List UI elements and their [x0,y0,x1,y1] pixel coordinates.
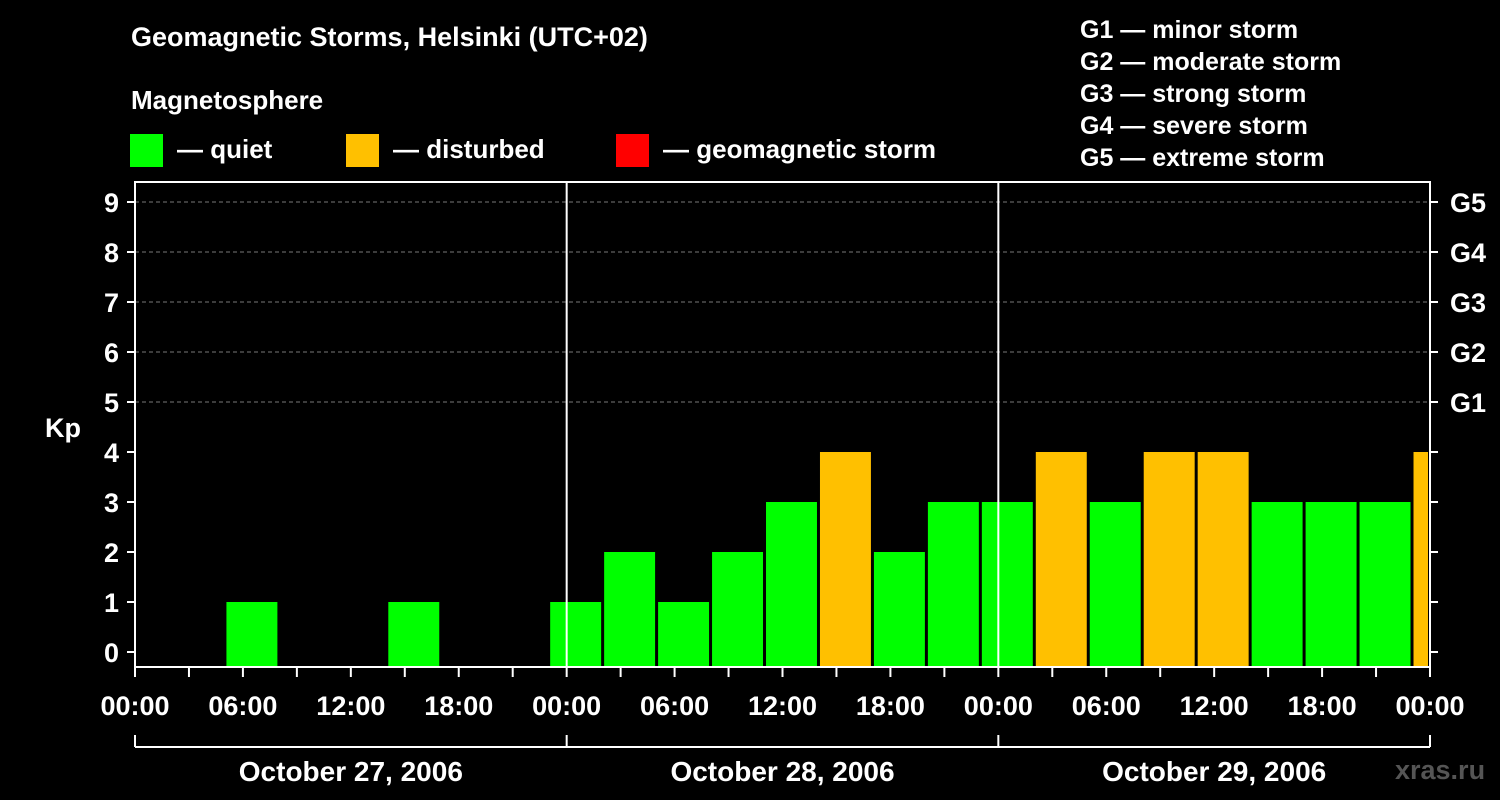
kp-bar-21 [1305,502,1357,667]
storm-legend-label: — geomagnetic storm [663,134,937,164]
x-tick-label-4: 00:00 [532,691,601,721]
g5-legend-item: G5 — extreme storm [1080,144,1325,172]
g1-legend-item: G1 — minor storm [1080,16,1299,44]
y-tick-label-4: 4 [104,438,119,468]
x-tick-label-6: 12:00 [748,691,817,721]
x-tick-label-3: 18:00 [424,691,493,721]
x-tick-label-9: 06:00 [1072,691,1141,721]
g-scale-legend: G1 — minor storm G2 — moderate storm G3 … [1080,14,1341,174]
kp-bar-13 [873,552,925,667]
x-tick-label-11: 18:00 [1288,691,1357,721]
quiet-legend-label: — quiet [177,134,273,164]
day-label-0: October 27, 2006 [239,756,463,787]
g-tick-label-g2: G2 [1450,338,1486,368]
kp-bar-12 [819,452,871,667]
day-label-2: October 29, 2006 [1102,756,1326,787]
kp-bar-17 [1089,502,1141,667]
g-tick-label-g3: G3 [1450,288,1486,318]
kp-bar-23 [1413,452,1428,667]
g-tick-label-g1: G1 [1450,388,1486,418]
g2-legend-item: G2 — moderate storm [1080,48,1342,76]
chart-title: Geomagnetic Storms, Helsinki (UTC+02) [131,22,648,52]
kp-bar-15 [981,502,1033,667]
x-tick-label-1: 06:00 [208,691,277,721]
y-tick-label-7: 7 [104,288,119,318]
kp-bar-10 [712,552,764,667]
x-tick-label-0: 00:00 [100,691,169,721]
kp-bar-22 [1359,502,1411,667]
disturbed-swatch [346,134,379,167]
y-tick-label-1: 1 [104,588,119,618]
kp-bar-8 [604,552,656,667]
kp-bar-19 [1197,452,1249,667]
x-tick-label-10: 12:00 [1180,691,1249,721]
x-tick-label-12: 00:00 [1395,691,1464,721]
x-tick-label-7: 18:00 [856,691,925,721]
x-tick-label-8: 00:00 [964,691,1033,721]
watermark: xras.ru [1395,755,1486,785]
x-tick-label-5: 06:00 [640,691,709,721]
g4-legend-item: G4 — severe storm [1080,112,1308,140]
kp-bar-14 [927,502,979,667]
y-tick-label-6: 6 [104,338,119,368]
kp-bar-16 [1035,452,1087,667]
storm-swatch [616,134,649,167]
y-tick-label-8: 8 [104,238,119,268]
kp-bar-1 [226,602,278,667]
g3-legend-item: G3 — strong storm [1080,80,1307,108]
y-tick-label-0: 0 [104,638,119,668]
kp-bar-20 [1251,502,1303,667]
quiet-swatch [130,134,163,167]
kp-bar-11 [766,502,817,667]
g-tick-label-g4: G4 [1450,238,1486,268]
kp-bar-18 [1143,452,1195,667]
x-tick-label-2: 12:00 [316,691,385,721]
kp-bar-9 [658,602,710,667]
y-axis-label: Kp [45,413,81,443]
kp-bar-4 [388,602,440,667]
y-tick-label-5: 5 [104,388,119,418]
y-tick-label-9: 9 [104,188,119,218]
g-tick-label-g5: G5 [1450,188,1486,218]
disturbed-legend-label: — disturbed [393,134,545,164]
y-tick-label-2: 2 [104,538,119,568]
y-tick-label-3: 3 [104,488,119,518]
day-label-1: October 28, 2006 [670,756,894,787]
legend-heading: Magnetosphere [131,85,324,115]
kp-bar-7 [550,602,602,667]
